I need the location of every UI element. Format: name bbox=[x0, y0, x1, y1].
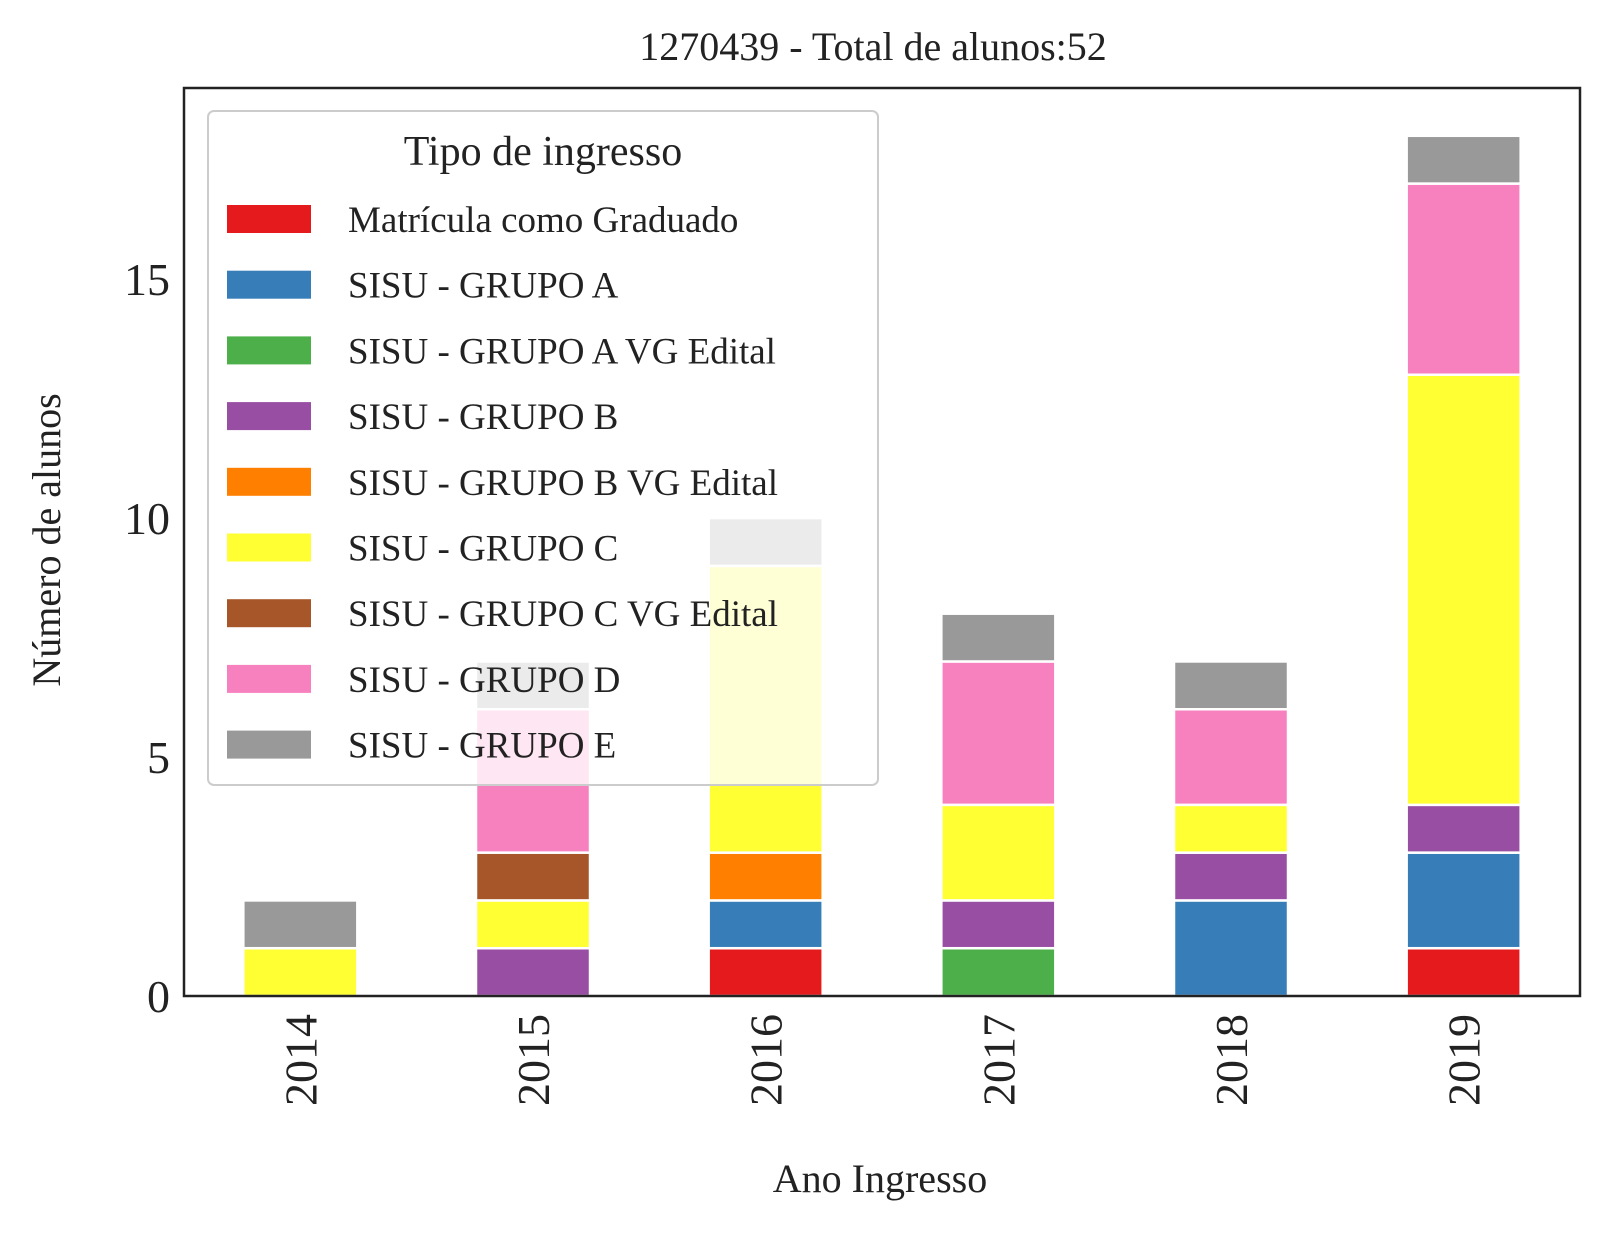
legend-swatch bbox=[227, 533, 311, 562]
bar-2018-series-8 bbox=[1172, 660, 1290, 711]
bar-2019-series-8 bbox=[1405, 134, 1522, 185]
legend-swatch bbox=[227, 402, 311, 431]
y-tick-label: 15 bbox=[124, 254, 170, 305]
bar-2015-series-5 bbox=[474, 899, 592, 950]
y-tick-label: 10 bbox=[124, 493, 170, 544]
bar-2017-series-8 bbox=[940, 612, 1057, 663]
legend-label: SISU - GRUPO E bbox=[348, 726, 616, 767]
legend-label: Matrícula como Graduado bbox=[348, 200, 738, 241]
bar-2019-series-5 bbox=[1405, 373, 1522, 807]
x-tick-label: 2015 bbox=[508, 1014, 559, 1106]
legend: Tipo de ingresso Matrícula como Graduado S… bbox=[207, 110, 879, 786]
legend-label: SISU - GRUPO C VG Edital bbox=[348, 594, 778, 635]
bar-2017-series-7 bbox=[940, 660, 1057, 807]
bar-2014-series-5 bbox=[242, 946, 359, 998]
bar-2016-series-4 bbox=[707, 851, 824, 902]
legend-label: SISU - GRUPO B VG Edital bbox=[348, 463, 778, 504]
legend-swatch bbox=[227, 336, 311, 365]
legend-swatch bbox=[227, 467, 311, 496]
bar-2018-series-1 bbox=[1172, 899, 1290, 998]
bar-2015-series-6 bbox=[474, 851, 592, 902]
x-tick-label: 2014 bbox=[275, 1014, 326, 1106]
x-tick-label: 2016 bbox=[741, 1014, 792, 1106]
bar-2017-series-2 bbox=[940, 946, 1057, 998]
bar-2019-series-3 bbox=[1405, 803, 1522, 854]
legend-swatch bbox=[227, 270, 311, 299]
legend-box bbox=[207, 110, 879, 786]
bar-2019-series-1 bbox=[1405, 851, 1522, 950]
bar-2016-series-0 bbox=[707, 946, 824, 998]
plot-frame bbox=[182, 86, 1582, 998]
legend-label: SISU - GRUPO A VG Edital bbox=[348, 331, 776, 372]
legend-swatch bbox=[227, 730, 311, 759]
bar-2019-series-0 bbox=[1405, 946, 1522, 998]
legend-swatch bbox=[227, 664, 311, 693]
legend-label: SISU - GRUPO D bbox=[348, 660, 620, 701]
bar-2018-series-3 bbox=[1172, 851, 1290, 902]
bar-2018-series-7 bbox=[1172, 708, 1290, 807]
y-tick-label: 5 bbox=[147, 732, 170, 783]
x-tick-label: 2019 bbox=[1439, 1014, 1490, 1106]
x-tick-label: 2018 bbox=[1206, 1014, 1257, 1106]
y-axis-label: Número de alunos bbox=[24, 393, 69, 686]
bar-2016-series-1 bbox=[707, 899, 824, 950]
bar-2015-series-3 bbox=[474, 946, 592, 998]
bar-2017-series-3 bbox=[940, 899, 1057, 950]
legend-swatch bbox=[227, 205, 311, 233]
bar-2018-series-5 bbox=[1172, 803, 1290, 854]
bar-2017-series-5 bbox=[940, 803, 1057, 902]
y-tick-label: 0 bbox=[147, 971, 170, 1022]
legend-label: SISU - GRUPO C bbox=[348, 529, 618, 570]
x-tick-label: 2017 bbox=[973, 1014, 1024, 1106]
bar-2019-series-7 bbox=[1405, 182, 1522, 376]
bar-2014-series-8 bbox=[242, 899, 359, 950]
legend-swatch bbox=[227, 599, 311, 628]
axes-layer: 0 5 10 15 2014 2015 2016 2017 2018 2019 bbox=[124, 86, 1582, 1106]
legend-label: SISU - GRUPO B bbox=[348, 397, 618, 438]
legend-title: Tipo de ingresso bbox=[404, 129, 682, 175]
x-axis-label: Ano Ingresso bbox=[773, 1156, 987, 1201]
chart-title: 1270439 - Total de alunos:52 bbox=[639, 24, 1107, 69]
legend-label: SISU - GRUPO A bbox=[348, 266, 619, 307]
